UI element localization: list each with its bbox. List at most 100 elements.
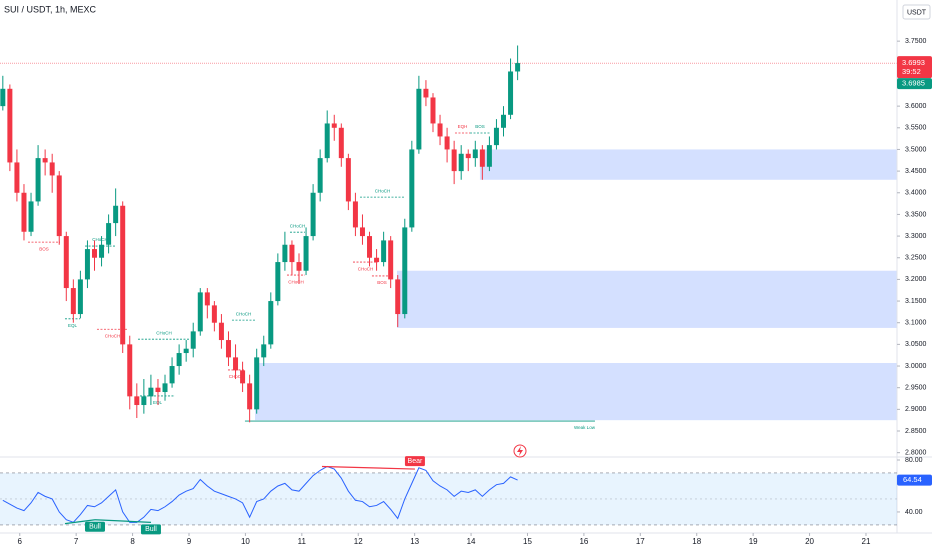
y-tick-label: 3.7500 (905, 38, 927, 45)
structure-label: CHoCH (290, 223, 306, 228)
candle-body (70, 288, 76, 315)
candle-body (211, 305, 217, 323)
y-tick-label: 2.9500 (905, 385, 927, 392)
candle-body (84, 249, 90, 280)
candle-body (444, 136, 450, 150)
candle-body (99, 244, 105, 258)
candle-body (240, 370, 246, 384)
divergence-line (321, 465, 415, 470)
divergence-label: Bear (408, 458, 423, 465)
alert-icon[interactable] (513, 444, 527, 458)
candle-body (479, 149, 485, 167)
x-tick-label: 9 (187, 537, 192, 546)
candle-body (352, 201, 358, 228)
candle-body (430, 97, 436, 124)
candle-body (162, 383, 168, 393)
candle-body (345, 158, 351, 202)
x-tick-label: 18 (692, 537, 701, 546)
axes: 2.8000 2.8500 2.9000 2.9500 3.0000 3.0500 3.10… (18, 38, 932, 546)
candle-body (359, 227, 365, 237)
candle-body (197, 292, 203, 332)
candle-body (486, 145, 492, 167)
candle-body (7, 88, 13, 163)
candle-body (49, 162, 55, 176)
y-tick-label: 3.1000 (905, 320, 927, 327)
candle-body (14, 162, 20, 193)
candle-body (338, 127, 344, 159)
structure-label: CHoCH (156, 330, 172, 335)
candle-body (218, 322, 224, 341)
candle-body (458, 153, 464, 172)
candle-body (21, 192, 27, 232)
y-tick-label: 2.8500 (905, 428, 927, 435)
x-tick-label: 7 (74, 537, 79, 546)
y-tick-label: 2.9000 (905, 406, 927, 413)
x-tick-label: 13 (410, 537, 419, 546)
structure-label: CHoCH (375, 188, 391, 193)
candle-body (402, 227, 408, 315)
rsi-band (0, 472, 897, 525)
candle-body (204, 292, 210, 306)
candle-body (247, 383, 253, 410)
candle-body (472, 149, 478, 159)
candle-body (409, 149, 415, 228)
y-tick-label: 3.5000 (905, 146, 927, 153)
candle-body (303, 236, 309, 271)
y-tick-label: 3.2000 (905, 276, 927, 283)
candle-body (254, 357, 260, 410)
order-block-zone (254, 363, 898, 421)
rsi-y-tick-label: 80.00 (905, 457, 923, 464)
candle-body (141, 396, 147, 406)
candle-body (176, 353, 182, 367)
x-tick-label: 15 (523, 537, 532, 546)
y-tick-label: 3.5500 (905, 125, 927, 132)
candle-body (233, 357, 239, 371)
rsi-pane: Bull Bull Bear (0, 456, 897, 535)
candle-body (169, 366, 175, 384)
x-tick-label: 12 (354, 537, 363, 546)
candle-body (63, 236, 69, 289)
candle-body (91, 249, 97, 258)
structure-label: EQH (458, 124, 468, 129)
candle-body (42, 158, 48, 163)
candle-body (120, 205, 126, 345)
divergence-badge (85, 521, 106, 532)
currency-label[interactable]: USDT (907, 9, 927, 16)
candle-body (190, 331, 196, 349)
countdown-label: 39:52 (902, 67, 921, 76)
candle-body (77, 279, 83, 315)
x-tick-label: 8 (130, 537, 135, 546)
x-tick-label: 19 (749, 537, 758, 546)
candle-body (148, 387, 154, 397)
candle-body (134, 396, 140, 406)
structure-label: BOS (475, 124, 485, 129)
divergence-label: Bull (89, 524, 101, 531)
candle-body (35, 158, 41, 202)
y-tick-label: 3.4500 (905, 168, 927, 175)
candle-body (324, 123, 330, 159)
structure-label: CHoCH (105, 333, 121, 338)
divergence-line (94, 519, 151, 523)
second-price-label: 3.6985 (902, 79, 925, 88)
x-tick-label: 21 (862, 537, 871, 546)
zones (254, 149, 898, 421)
candle-body (155, 387, 161, 393)
candle-body (310, 192, 316, 237)
candle-body (317, 158, 323, 193)
candle-body (501, 114, 507, 128)
rsi-last-box (897, 474, 932, 486)
structure-label: BOS (39, 246, 49, 251)
y-tick-label: 3.6000 (905, 103, 927, 110)
y-tick-label: 2.8000 (905, 450, 927, 457)
currency-box[interactable] (902, 4, 931, 20)
x-tick-label: 11 (298, 537, 307, 546)
candle-body (268, 301, 274, 345)
candle-body (395, 279, 401, 315)
structure-label: CHoCH (236, 311, 252, 316)
structure-label: EQL (68, 323, 78, 328)
last-price-box (897, 56, 932, 79)
candle-body (508, 71, 514, 115)
candle-body (416, 88, 422, 150)
